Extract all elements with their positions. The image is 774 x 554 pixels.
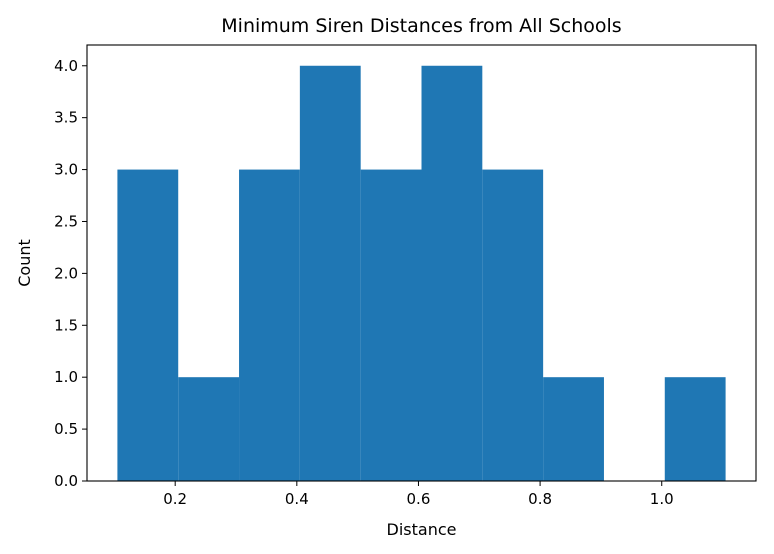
y-axis-label: Count [15, 239, 34, 287]
x-tick-label: 0.4 [285, 490, 309, 508]
bars-group [117, 65, 726, 482]
y-tick-label: 3.5 [54, 109, 78, 127]
x-tick-label: 0.8 [528, 490, 552, 508]
y-tick-label: 1.0 [54, 368, 78, 386]
y-tick-label: 3.0 [54, 161, 78, 179]
y-tick-label: 2.0 [54, 264, 78, 282]
histogram-bar-7 [482, 169, 544, 482]
chart-title: Minimum Siren Distances from All Schools [221, 15, 621, 37]
plot-frame [86, 44, 757, 482]
x-tick-label: 0.2 [163, 490, 187, 508]
x-tick-label: 1.0 [650, 490, 674, 508]
histogram-bar-2 [178, 377, 240, 481]
y-tick-label: 4.0 [54, 57, 78, 75]
histogram-bar-6 [421, 65, 483, 481]
histogram-bar-10 [664, 377, 726, 481]
histogram-bar-1 [117, 169, 179, 482]
histogram-bar-4 [299, 65, 361, 481]
x-axis-ticks: 0.2 0.4 0.6 0.8 1.0 [163, 481, 674, 508]
y-axis-ticks: 0.0 0.5 1.0 1.5 2.0 2.5 3.0 3.5 4.0 [54, 57, 87, 490]
y-tick-label: 1.5 [54, 316, 78, 334]
y-tick-label: 0.5 [54, 420, 78, 438]
histogram-bar-5 [360, 169, 422, 482]
histogram-bar-8 [543, 377, 604, 481]
y-tick-label: 0.0 [54, 472, 78, 490]
x-tick-label: 0.6 [407, 490, 431, 508]
x-axis-label: Distance [387, 520, 457, 539]
y-tick-label: 2.5 [54, 212, 78, 230]
histogram-bar-3 [239, 169, 300, 482]
